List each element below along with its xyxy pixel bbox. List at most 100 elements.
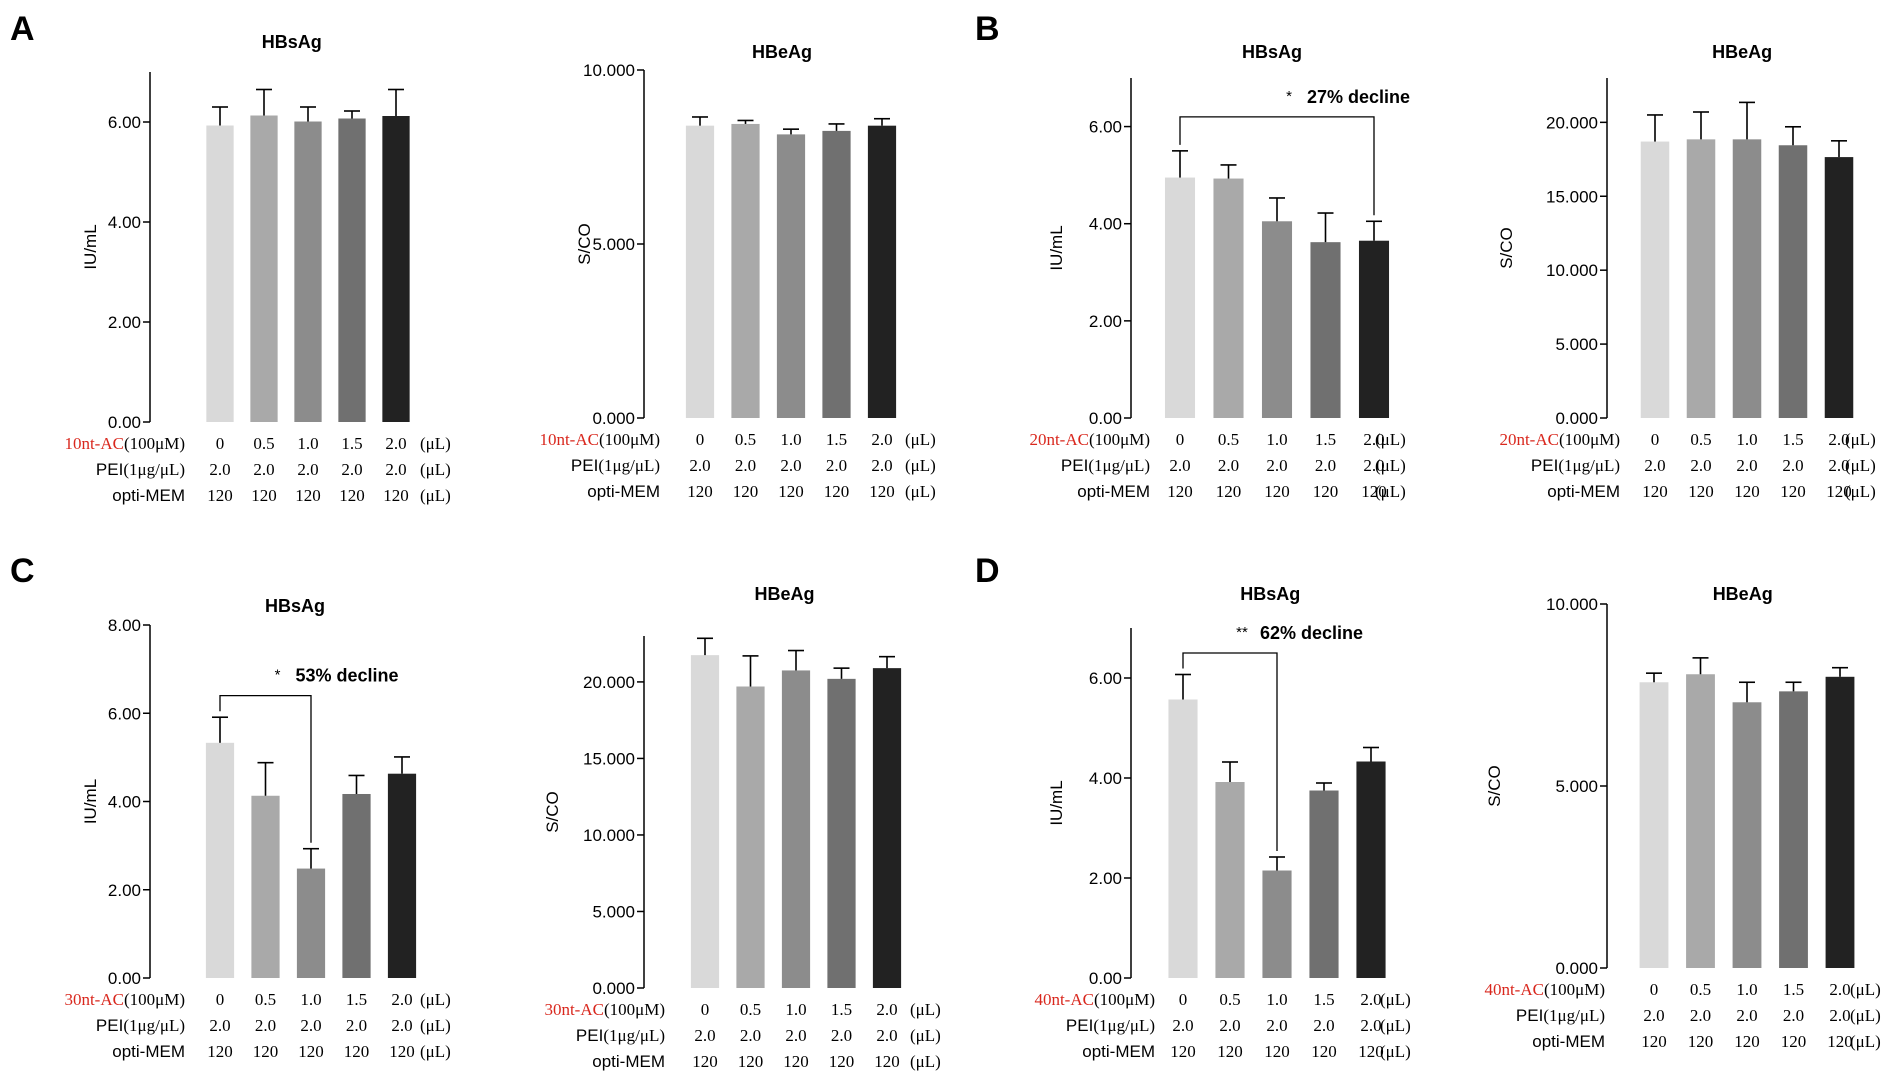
opti-value: 120 [339,486,365,505]
pei-value: 2.0 [253,460,274,479]
pei-unit: (1μg/μL) [123,1016,185,1035]
y-tick-label: 4.00 [1089,215,1122,234]
y-tick-label: 10.000 [583,61,635,80]
opti-value: 120 [1313,482,1339,501]
pei-value: 2.0 [1218,456,1239,475]
unit-suffix: (μL) [420,1016,451,1035]
bar-0 [205,742,235,978]
y-tick-label: 0.00 [1089,409,1122,428]
opti-value: 120 [1826,482,1852,501]
bar-2.0 [1358,240,1390,418]
bar-1.0 [1732,139,1762,418]
pei-text: PEI [1061,456,1088,475]
dose-value: 2.0 [1829,980,1850,999]
dose-value: 0 [216,990,225,1009]
row-label-opti-mem: opti-MEM [1532,1032,1605,1051]
dose-value: 0 [696,430,705,449]
y-tick-label: 15.000 [583,749,635,768]
y-tick-label: 6.00 [1089,669,1122,688]
unit-suffix: (μL) [1375,482,1406,501]
pei-value: 2.0 [1690,456,1711,475]
chart-title: HBeAg [755,584,815,604]
panel-letter-b: B [975,10,1000,48]
row-label-pei: PEI(1μg/μL) [571,456,660,475]
opti-value: 120 [389,1042,415,1061]
dose-value: 0.5 [1218,430,1239,449]
annotation-text: 53% decline [296,666,399,686]
ac-length-label: 20nt-AC [1499,430,1559,449]
opti-value: 120 [1217,1042,1243,1061]
row-label-pei: PEI(1μg/μL) [96,1016,185,1035]
y-tick-label: 4.00 [108,213,141,232]
y-tick-label: 5.000 [592,902,635,921]
significance-bracket [219,694,312,843]
bar-2.0 [382,116,410,422]
bar-0 [1168,699,1198,978]
annotation-text: 62% decline [1260,623,1363,643]
pei-value: 2.0 [1829,1006,1850,1025]
bar-1.0 [1262,870,1292,978]
opti-value: 120 [383,486,409,505]
bar-1.0 [294,121,322,422]
opti-value: 120 [1167,482,1193,501]
bar-2.0 [1825,676,1855,968]
opti-value: 120 [824,482,850,501]
row-label-ac: 20nt-AC(100μM) [1029,430,1150,449]
pei-unit: (1μg/μL) [603,1026,665,1045]
dose-value: 2.0 [1363,430,1384,449]
dose-value: 0.5 [1219,990,1240,1009]
row-label-ac: 40nt-AC(100μM) [1484,980,1605,999]
pei-value: 2.0 [255,1016,276,1035]
pei-value: 2.0 [1219,1016,1240,1035]
chart-d-hbeag: HBeAgS/CO0.0005.00010.00040nt-AC(100μM)P… [1484,584,1880,1051]
ac-length-label: 20nt-AC [1029,430,1089,449]
y-tick-label: 20.000 [583,673,635,692]
chart-title: HBeAg [752,42,812,62]
y-tick-label: 0.000 [1555,409,1598,428]
y-axis-label: IU/mL [81,779,100,824]
pei-unit: (1μg/μL) [1088,456,1150,475]
row-label-opti-mem: opti-MEM [587,482,660,501]
pei-value: 2.0 [1782,456,1803,475]
pei-value: 2.0 [1736,1006,1757,1025]
opti-value: 120 [207,1042,233,1061]
dose-value: 1.5 [1782,430,1803,449]
chart-title: HBsAg [265,596,325,616]
unit-suffix: (μL) [910,1052,941,1071]
dose-value: 1.0 [297,434,318,453]
unit-suffix: (μL) [1850,1032,1881,1051]
y-tick-label: 0.00 [1089,969,1122,988]
dose-value: 1.5 [346,990,367,1009]
pei-value: 2.0 [1783,1006,1804,1025]
bar-1.5 [1310,242,1341,418]
unit-suffix: (μL) [420,1042,451,1061]
ac-unit: (100μM) [1559,430,1620,449]
row-label-pei: PEI(1μg/μL) [1516,1006,1605,1025]
pei-unit: (1μg/μL) [598,456,660,475]
ac-unit: (100μM) [124,990,185,1009]
pei-text: PEI [96,460,123,479]
dose-value: 1.0 [1266,430,1287,449]
opti-value: 120 [692,1052,718,1071]
ac-unit: (100μM) [1544,980,1605,999]
dose-value: 0.5 [735,430,756,449]
ac-unit: (100μM) [604,1000,665,1019]
dose-value: 0.5 [740,1000,761,1019]
pei-value: 2.0 [300,1016,321,1035]
row-label-pei: PEI(1μg/μL) [1531,456,1620,475]
opti-value: 120 [1688,482,1714,501]
bar-2.0 [867,125,897,419]
chart-title: HBsAg [1240,584,1300,604]
bar-0.5 [736,686,765,988]
bar-2.0 [1824,157,1854,418]
pei-text: PEI [96,1016,123,1035]
dose-value: 2.0 [391,990,412,1009]
ac-unit: (100μM) [599,430,660,449]
pei-value: 2.0 [1643,1006,1664,1025]
chart-title: HBeAg [1713,584,1773,604]
dose-value: 1.5 [826,430,847,449]
row-label-opti-mem: opti-MEM [112,486,185,505]
pei-unit: (1μg/μL) [1558,456,1620,475]
